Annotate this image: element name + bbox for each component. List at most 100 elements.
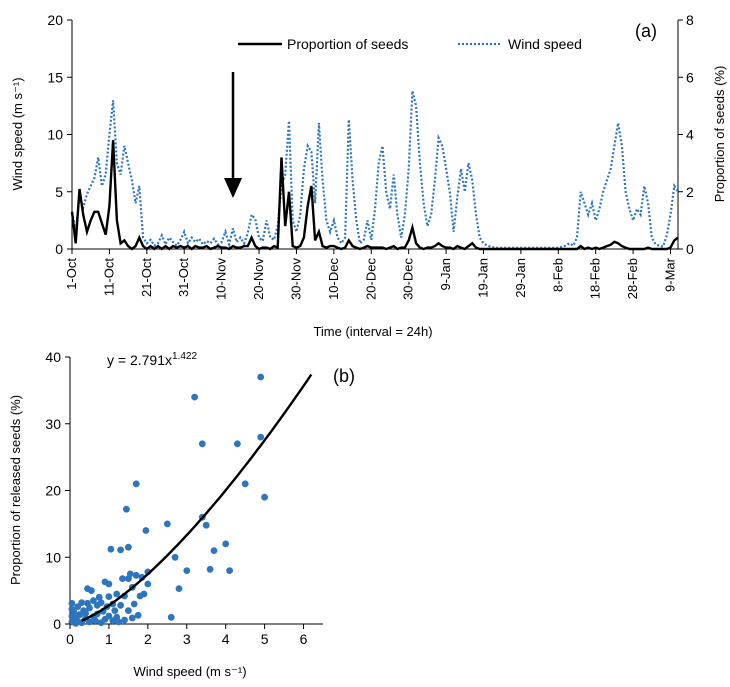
fit-equation-base: y = 2.791x <box>107 352 172 368</box>
power-fit-curve <box>81 373 313 622</box>
x-tick-label: 10-Nov <box>214 258 229 300</box>
panel-b-scatter: 0 1 2 3 4 5 6 0 10 20 30 40 (b) y = 2.791x1.422 Pr… <box>8 349 355 679</box>
scatter-point <box>241 480 249 488</box>
panel-a-label: (a) <box>635 21 657 41</box>
left-y-tick-labels: 0 5 10 15 20 <box>47 12 72 257</box>
x-tick-label: 9-Mar <box>663 257 678 292</box>
scatter-y-tick-label: 10 <box>45 549 61 565</box>
scatter-point <box>90 597 97 604</box>
wind-speed-series-line <box>70 90 679 249</box>
scatter-point <box>78 599 86 606</box>
right-y-axis-label: Proportion of seeds (%) <box>712 66 727 203</box>
scatter-point <box>124 543 132 551</box>
scatter-point <box>128 614 136 622</box>
scatter-point <box>183 567 191 574</box>
right-y-tick-label: 0 <box>686 241 694 257</box>
scatter-point <box>117 601 124 609</box>
scatter-x-tick-label: 3 <box>183 631 191 647</box>
x-tick-label: 19-Jan <box>475 258 490 298</box>
scatter-point <box>175 585 183 592</box>
panel-b-label: (b) <box>333 366 355 386</box>
scatter-point <box>70 608 78 616</box>
scatter-point <box>226 567 234 574</box>
x-tick-label: 8-Feb <box>550 258 565 292</box>
scatter-point <box>132 480 140 488</box>
scatter-point <box>121 616 128 624</box>
x-tick-label: 20-Dec <box>363 258 378 300</box>
scatter-point <box>119 575 126 582</box>
left-y-tick-label: 0 <box>55 241 63 257</box>
legend: Proportion of seeds Wind speed <box>238 36 582 52</box>
right-y-tick-label: 2 <box>686 184 694 200</box>
scatter-point <box>95 593 103 601</box>
right-y-tick-label: 8 <box>686 12 694 28</box>
scatter-y-tick-label: 40 <box>45 349 61 365</box>
x-axis-label: Time (interval = 24h) <box>313 324 432 339</box>
scatter-x-tick-labels: 0 1 2 3 4 5 6 <box>66 624 308 647</box>
panel-a-time-series: 0 5 10 15 20 0 2 4 6 8 1-Oct 11-Oct 21-Oct 31-Oct 10… <box>10 12 727 339</box>
scatter-x-tick-label: 2 <box>144 631 152 647</box>
left-y-tick-label: 15 <box>47 69 63 85</box>
right-y-tick-labels: 0 2 4 6 8 <box>678 12 694 257</box>
scatter-point <box>124 607 132 614</box>
scatter-point <box>97 599 105 606</box>
scatter-point <box>210 547 218 554</box>
scatter-point <box>222 540 230 548</box>
scatter-y-tick-label: 20 <box>45 483 61 499</box>
left-y-tick-label: 10 <box>47 127 63 143</box>
scatter-y-axis-label: Proportion of released seeds (%) <box>8 395 23 585</box>
scatter-x-tick-label: 0 <box>66 631 74 647</box>
left-y-tick-label: 20 <box>47 12 63 28</box>
x-date-tick-labels: 1-Oct 11-Oct 21-Oct 31-Oct 10-Nov 20-Nov 30-No… <box>64 249 678 300</box>
x-tick-label: 21-Oct <box>139 258 154 297</box>
scatter-point <box>105 593 113 600</box>
scatter-point <box>91 617 99 625</box>
scatter-point <box>234 440 241 448</box>
scatter-point <box>126 570 134 578</box>
scatter-x-tick-label: 4 <box>222 631 230 647</box>
fit-equation-exponent: 1.422 <box>172 351 197 362</box>
x-tick-label: 29-Jan <box>513 258 528 298</box>
x-tick-label: 30-Nov <box>288 258 303 300</box>
x-tick-label: 1-Oct <box>64 258 79 290</box>
scatter-point <box>163 520 171 528</box>
scatter-point <box>171 553 179 561</box>
scatter-x-tick-label: 6 <box>300 631 308 647</box>
arrow-head <box>224 178 242 198</box>
seed-proportion-series-line <box>70 140 679 251</box>
x-tick-label: 11-Oct <box>101 258 116 296</box>
scatter-point <box>86 618 93 626</box>
legend-label-seeds: Proportion of seeds <box>287 36 408 52</box>
scatter-x-tick-label: 1 <box>105 631 113 647</box>
fit-equation: y = 2.791x1.422 <box>107 351 197 368</box>
x-tick-label: 31-Oct <box>176 258 191 297</box>
x-tick-label: 10-Dec <box>326 258 341 300</box>
scatter-point <box>191 393 199 401</box>
scatter-x-tick-label: 5 <box>261 631 269 647</box>
scatter-point <box>113 590 121 598</box>
scatter-point <box>144 580 152 588</box>
scatter-point <box>142 527 150 534</box>
left-y-axis-label: Wind speed (m s⁻¹) <box>10 77 25 190</box>
right-y-tick-label: 6 <box>686 69 694 85</box>
x-tick-label: 18-Feb <box>588 258 603 299</box>
left-y-tick-label: 5 <box>55 184 63 200</box>
x-tick-label: 28-Feb <box>625 258 640 299</box>
legend-label-wind: Wind speed <box>508 36 582 52</box>
scatter-y-tick-label: 30 <box>45 416 61 432</box>
x-tick-label: 30-Dec <box>401 258 416 300</box>
scatter-points <box>68 373 268 627</box>
scatter-x-axis-label: Wind speed (m s⁻¹) <box>133 664 246 679</box>
scatter-point <box>86 604 93 612</box>
scatter-point <box>105 580 113 588</box>
scatter-point <box>111 607 119 614</box>
scatter-point <box>123 505 130 513</box>
scatter-point <box>68 599 76 607</box>
right-y-tick-label: 4 <box>686 127 694 143</box>
scatter-point <box>134 611 142 619</box>
scatter-point <box>88 587 95 594</box>
scatter-point <box>257 373 265 381</box>
scatter-point <box>198 440 206 448</box>
scatter-point <box>107 545 115 553</box>
